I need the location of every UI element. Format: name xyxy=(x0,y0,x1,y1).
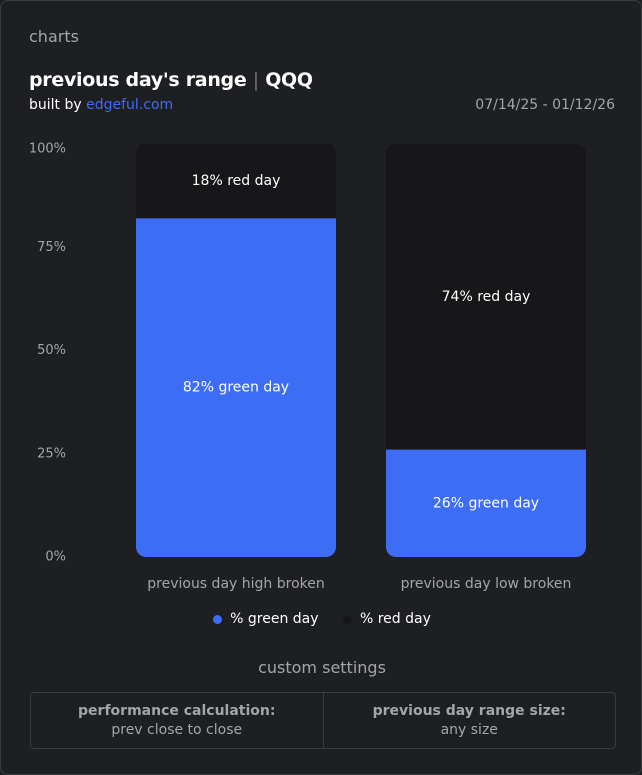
byline: built by edgeful.com xyxy=(29,97,173,113)
byline-prefix: built by xyxy=(29,97,82,113)
stacked-bar-chart: 0% 25% 50% 75% 100% 82% green day 18% red day p… xyxy=(29,142,586,592)
legend-item-red[interactable]: % red day xyxy=(342,611,431,627)
legend-swatch-green xyxy=(213,614,223,624)
bar-segment-green xyxy=(136,218,336,557)
setting-label: performance calculation: xyxy=(78,703,276,719)
setting-value: prev close to close xyxy=(111,722,243,738)
chart-title: previous day's range | QQQ xyxy=(29,69,313,91)
bar-segment-red xyxy=(386,144,586,450)
setting-label: previous day range size: xyxy=(372,703,566,719)
legend-swatch-red xyxy=(342,614,352,624)
chart-title-main: previous day's range xyxy=(29,69,247,91)
x-category-label: previous day high broken xyxy=(147,576,324,592)
y-tick-label: 0% xyxy=(45,550,66,565)
bar-label-green: 26% green day xyxy=(433,495,539,511)
bar-segment-red xyxy=(136,144,336,219)
x-category-label: previous day low broken xyxy=(401,576,572,592)
chart-title-separator: | xyxy=(252,69,259,91)
legend-label-green: % green day xyxy=(230,611,319,627)
bar-label-red: 18% red day xyxy=(192,173,281,189)
panel-title: charts xyxy=(29,27,79,46)
setting-range-size[interactable]: previous day range size: any size xyxy=(322,693,616,748)
settings-title: custom settings xyxy=(258,658,386,677)
bar-segment-green xyxy=(386,449,586,557)
legend-label-red: % red day xyxy=(359,611,431,627)
edgeful-link[interactable]: edgeful.com xyxy=(86,97,174,113)
legend-item-green[interactable]: % green day xyxy=(213,611,319,627)
bar-label-green: 82% green day xyxy=(183,380,289,396)
y-tick-label: 100% xyxy=(29,142,66,157)
setting-performance-calculation[interactable]: performance calculation: prev close to c… xyxy=(31,693,323,748)
y-tick-label: 75% xyxy=(37,240,66,255)
chart-title-ticker: QQQ xyxy=(265,69,313,91)
setting-value: any size xyxy=(440,722,498,738)
chart-legend: % green day % red day xyxy=(1,611,642,628)
settings-box: performance calculation: prev close to c… xyxy=(30,692,616,749)
date-range: 07/14/25 - 01/12/26 xyxy=(475,97,615,113)
y-tick-label: 50% xyxy=(37,343,66,358)
y-tick-label: 25% xyxy=(37,446,66,461)
bar-label-red: 74% red day xyxy=(442,289,531,305)
